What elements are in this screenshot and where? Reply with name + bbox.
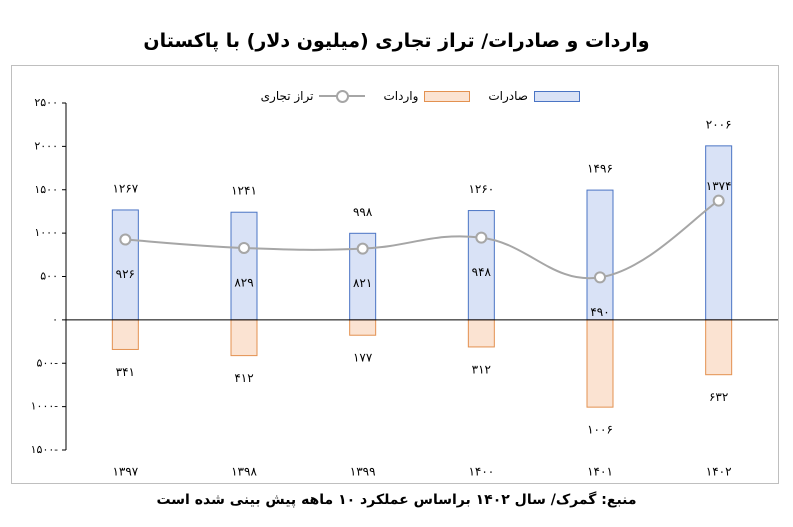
export-bar [230,211,258,321]
import-data-label: ۴۱۲ [234,371,253,385]
balance-point [238,241,250,254]
legend-exports-label: صادرات [488,89,528,103]
balance-data-label: ۹۴۸ [472,265,492,279]
balance-data-label: ۹۲۶ [116,267,135,281]
y-tick-label: ۱۵۰۰- [31,443,59,456]
x-category-label: ۱۴۰۰ [468,465,494,479]
balance-point [119,233,132,246]
import-bar [586,319,614,408]
source-note: منبع: گمرک/ سال ۱۴۰۲ براساس عملکرد ۱۰ ما… [156,492,637,508]
x-category-label: ۱۳۹۷ [112,465,138,479]
legend-item-imports: واردات [383,89,471,103]
export-data-label: ۱۲۶۰ [468,182,494,196]
balance-data-label: ۸۲۱ [353,276,372,290]
import-data-label: ۶۳۲ [709,390,728,404]
import-bar [705,319,733,376]
balance-point [594,271,606,284]
import-bar [111,319,139,350]
y-tick-label: ۵۰۰ [40,270,58,283]
legend-item-exports: صادرات [488,89,580,103]
import-data-label: ۳۴۱ [116,365,135,379]
balance-point [356,242,369,255]
export-bar [111,209,139,321]
import-bar [467,319,495,348]
chart-frame [11,65,779,484]
import-data-label: ۱۷۷ [353,351,373,365]
y-tick-label: ۱۰۰۰ [34,226,58,239]
balance-point [712,194,725,207]
imports-swatch-icon [424,90,471,102]
balance-line [125,199,720,280]
y-tick-label: ۲۵۰۰ [34,96,58,109]
y-tick-label: ۲۰۰۰ [34,139,58,152]
export-data-label: ۱۲۶۷ [112,181,138,195]
balance-swatch-icon [319,90,366,103]
legend-imports-label: واردات [383,89,419,103]
import-data-label: ۳۱۲ [472,362,491,376]
export-data-label: ۹۹۸ [353,205,373,219]
import-bar [230,319,258,357]
balance-data-label: ۸۲۹ [234,275,253,289]
export-bar [705,145,733,321]
x-category-label: ۱۳۹۸ [231,465,257,479]
export-data-label: ۱۴۹۶ [587,162,613,176]
export-data-label: ۱۲۴۱ [231,184,257,198]
legend-item-balance: تراز تجاری [261,89,366,103]
chart-legend: صادرات واردات تراز تجاری [240,86,580,106]
balance-point [475,231,488,244]
legend-balance-label: تراز تجاری [260,89,314,103]
balance-data-label: ۱۳۷۴ [706,179,732,193]
y-tick-label: ۰ [52,313,58,326]
import-bar [349,319,377,336]
balance-data-label: ۴۹۰ [590,305,609,319]
y-tick-label: ۱۵۰۰ [34,183,58,196]
y-tick-label: ۵۰۰- [37,356,59,369]
import-data-label: ۱۰۰۶ [587,423,613,437]
export-data-label: ۲۰۰۶ [706,117,732,131]
x-category-label: ۱۳۹۹ [350,465,376,479]
x-category-label: ۱۴۰۲ [706,465,732,479]
chart-title: واردات و صادرات/ تراز تجاری (میلیون دلار… [143,30,650,52]
export-bar [586,189,614,321]
exports-swatch-icon [534,90,580,102]
x-category-label: ۱۴۰۱ [587,465,613,479]
y-tick-label: ۱۰۰۰- [31,400,59,413]
